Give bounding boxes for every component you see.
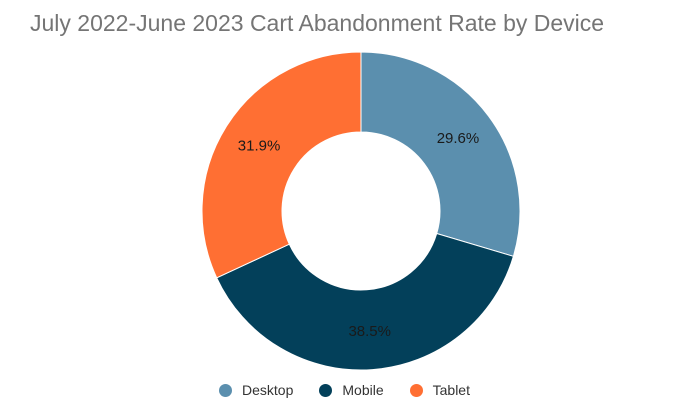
slice-label-mobile: 38.5% bbox=[348, 323, 391, 340]
legend: Desktop Mobile Tablet bbox=[0, 382, 689, 398]
slice-tablet[interactable] bbox=[201, 51, 362, 279]
slice-label-tablet: 31.9% bbox=[238, 137, 281, 154]
slice-label-desktop: 29.6% bbox=[437, 130, 480, 147]
legend-label-tablet: Tablet bbox=[432, 382, 470, 398]
legend-item-desktop[interactable]: Desktop bbox=[219, 382, 293, 398]
legend-item-tablet[interactable]: Tablet bbox=[409, 382, 470, 398]
chart-title: July 2022-June 2023 Cart Abandonment Rat… bbox=[30, 10, 605, 36]
legend-item-mobile[interactable]: Mobile bbox=[319, 382, 384, 398]
legend-swatch-mobile bbox=[319, 383, 333, 397]
legend-label-desktop: Desktop bbox=[242, 382, 294, 398]
legend-label-mobile: Mobile bbox=[342, 382, 384, 398]
legend-swatch-tablet bbox=[409, 383, 423, 397]
slice-mobile[interactable] bbox=[216, 232, 515, 371]
slice-desktop[interactable] bbox=[360, 51, 521, 257]
legend-swatch-desktop bbox=[219, 383, 233, 397]
